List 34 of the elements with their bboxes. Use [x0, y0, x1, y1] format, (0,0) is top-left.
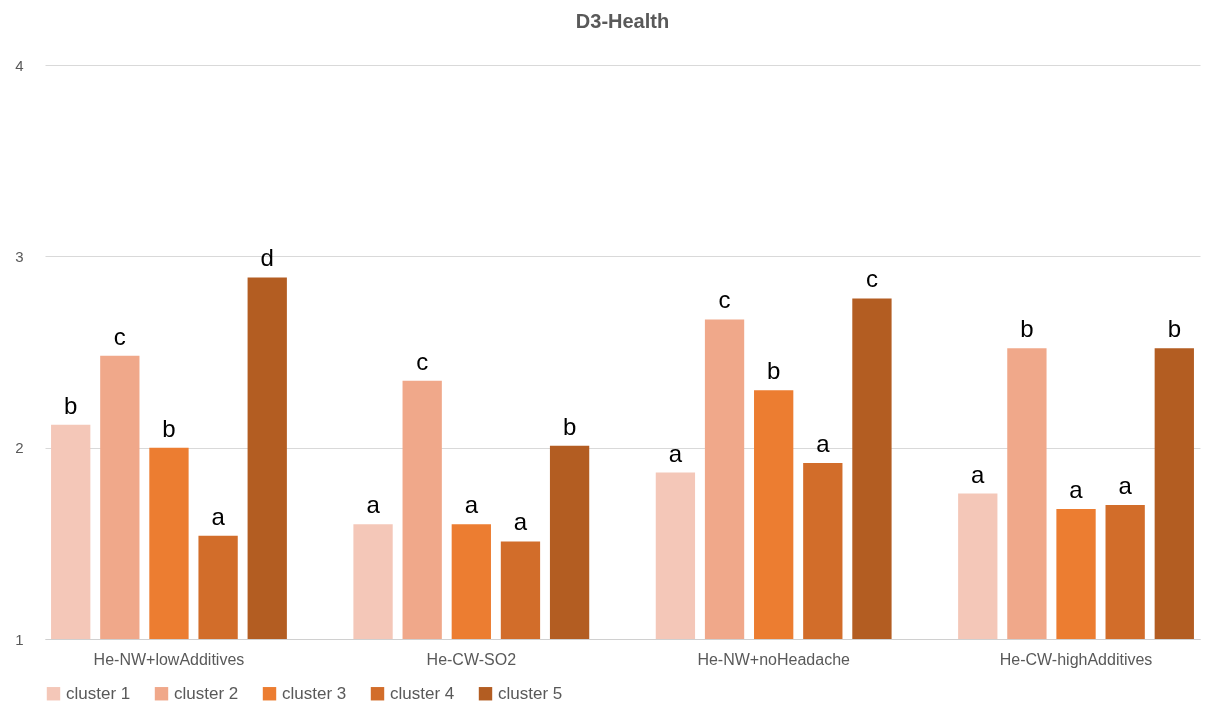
legend-label: cluster 1 — [66, 683, 131, 703]
x-tick-label: He-NW+lowAdditives — [93, 650, 245, 668]
y-tick-label: 1 — [15, 630, 24, 648]
data-label: a — [1118, 472, 1133, 500]
data-label: a — [513, 508, 528, 536]
legend-label: cluster 5 — [498, 683, 563, 703]
data-label: a — [668, 439, 683, 467]
x-tick-label: He-CW-SO2 — [426, 650, 517, 668]
data-label: a — [211, 502, 226, 530]
y-tick-label: 3 — [15, 247, 24, 265]
legend-label: cluster 2 — [174, 683, 239, 703]
data-label: a — [971, 460, 986, 488]
data-label: a — [366, 491, 381, 519]
x-tick-label: He-CW-highAdditives — [999, 650, 1153, 668]
legend-label: cluster 4 — [390, 683, 455, 703]
y-tick-label: 4 — [15, 56, 24, 74]
chart-title: D3-Health — [575, 10, 670, 32]
data-label: a — [1069, 475, 1084, 503]
data-label: b — [162, 414, 176, 442]
data-label: a — [464, 491, 479, 519]
data-label: c — [718, 286, 731, 314]
data-label: c — [416, 347, 429, 375]
data-label: b — [1167, 315, 1181, 343]
data-label: b — [1020, 315, 1034, 343]
y-tick-label: 2 — [15, 439, 24, 457]
data-label: b — [562, 412, 577, 440]
legend-label: cluster 3 — [282, 683, 347, 703]
data-label: a — [816, 429, 831, 457]
data-label: c — [865, 265, 878, 293]
data-label: c — [113, 322, 126, 350]
data-label: d — [260, 244, 274, 272]
x-tick-label: He-NW+noHeadache — [697, 650, 851, 668]
data-label: b — [767, 357, 781, 385]
data-label: b — [64, 391, 78, 419]
